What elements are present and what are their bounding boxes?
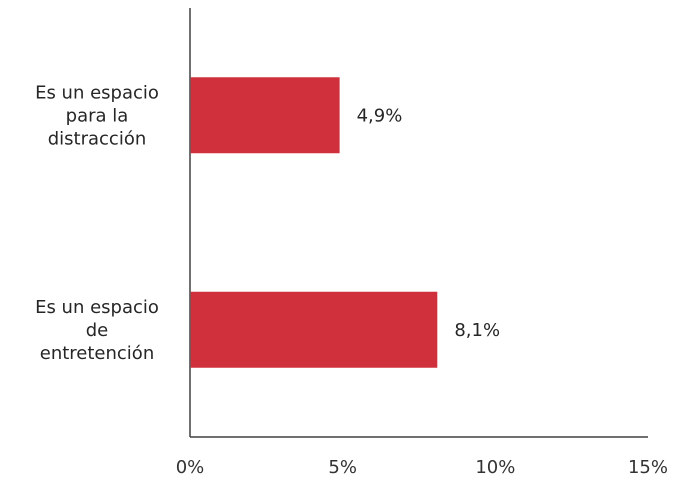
x-tick-label-1: 5% xyxy=(328,457,357,478)
x-tick-label-0: 0% xyxy=(176,457,205,478)
data-label-1: 8,1% xyxy=(454,320,500,341)
labels-layer: 4,9% Es un espacio para la distracción 8,1% E… xyxy=(35,82,500,364)
bars-layer xyxy=(190,77,438,368)
category-label-0: Es un espacio para la distracción xyxy=(35,82,159,149)
category-label-1: Es un espacio de entretención xyxy=(35,297,159,364)
bar-1 xyxy=(190,291,438,368)
data-label-0: 4,9% xyxy=(357,105,403,126)
x-tick-label-2: 10% xyxy=(475,457,515,478)
x-tick-labels: 0% 5% 10% 15% xyxy=(176,457,668,478)
bar-0 xyxy=(190,77,340,154)
x-tick-label-3: 15% xyxy=(628,457,668,478)
